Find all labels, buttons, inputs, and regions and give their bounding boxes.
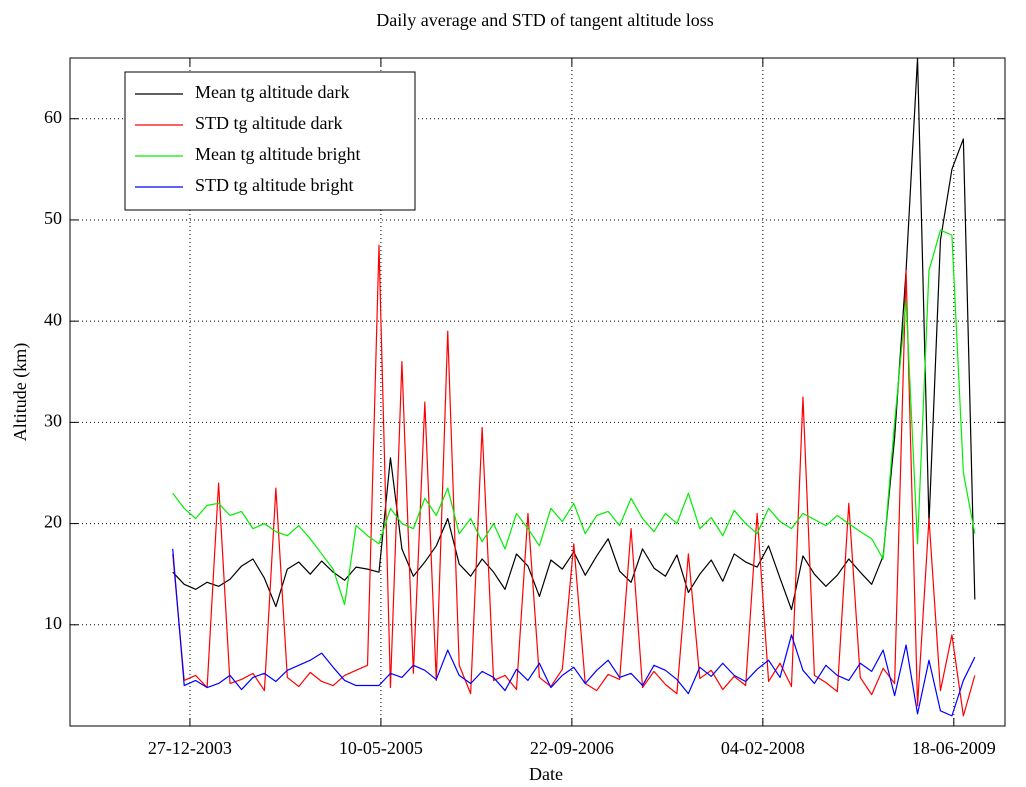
- legend-label: Mean tg altitude dark: [195, 82, 349, 102]
- y-tick-label: 60: [44, 107, 62, 127]
- series-line: [172, 58, 976, 611]
- y-tick-label: 40: [44, 309, 62, 329]
- y-axis-label: Altitude (km): [10, 343, 31, 441]
- series-line: [172, 244, 976, 717]
- x-tick-label: 04-02-2008: [721, 738, 805, 758]
- series-line: [172, 229, 976, 606]
- y-tick-label: 30: [44, 410, 62, 430]
- chart-title: Daily average and STD of tangent altitud…: [376, 10, 713, 30]
- legend-label: STD tg altitude dark: [195, 113, 342, 133]
- plot-frame: [69, 57, 1006, 727]
- x-tick-label: 10-05-2005: [339, 738, 423, 758]
- x-tick-label: 22-09-2006: [530, 738, 614, 758]
- y-tick-label: 10: [44, 613, 62, 633]
- x-tick-label: 27-12-2003: [148, 738, 232, 758]
- plot-area: [172, 58, 976, 717]
- series-line: [172, 548, 976, 717]
- y-tick-label: 50: [44, 208, 62, 228]
- y-tick-label: 20: [44, 512, 62, 532]
- legend-label: Mean tg altitude bright: [195, 144, 360, 164]
- legend-label: STD tg altitude bright: [195, 175, 353, 195]
- x-tick-label: 18-06-2009: [912, 738, 996, 758]
- x-axis-label: Date: [529, 764, 563, 784]
